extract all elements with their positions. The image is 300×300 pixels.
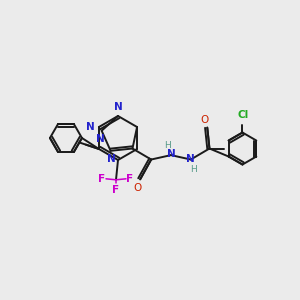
Text: N: N <box>96 134 105 144</box>
Text: O: O <box>200 115 208 124</box>
Text: F: F <box>98 174 106 184</box>
Text: N: N <box>167 149 176 159</box>
Text: N: N <box>186 154 195 164</box>
Text: O: O <box>133 183 141 193</box>
Text: N: N <box>107 154 116 164</box>
Text: Cl: Cl <box>238 110 249 119</box>
Text: F: F <box>112 185 120 195</box>
Text: N: N <box>114 102 122 112</box>
Text: H: H <box>190 164 197 173</box>
Text: H: H <box>165 141 171 150</box>
Text: F: F <box>126 174 134 184</box>
Text: N: N <box>86 122 95 132</box>
